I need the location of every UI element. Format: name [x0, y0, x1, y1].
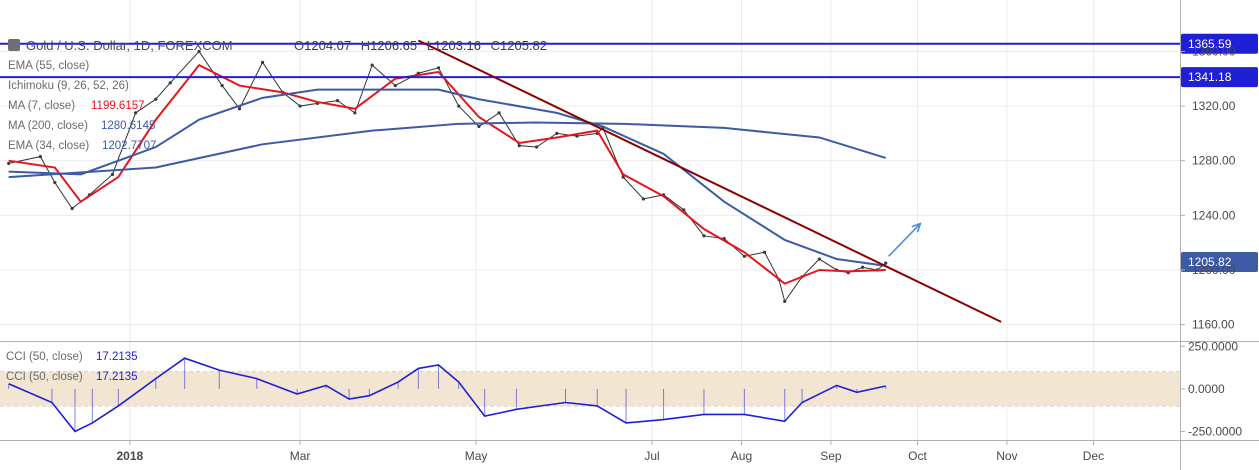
price-point — [70, 206, 74, 211]
price-point — [110, 172, 115, 176]
price-point — [817, 257, 821, 261]
legend: Gold / U.S. Dollar, 1D, FOREXCOM O1204.0… — [6, 38, 547, 383]
ma-7-close-line — [8, 63, 886, 285]
price-point — [575, 134, 579, 138]
date-tick-label: 2018 — [116, 449, 143, 463]
price-tick-label: 1320.00 — [1192, 99, 1236, 113]
price-point — [477, 124, 481, 129]
legend-cci-1-value: 17.2135 — [96, 351, 138, 363]
legend-ichimoku[interactable]: Ichimoku (9, 26, 52, 26) — [8, 80, 129, 92]
price-point — [53, 180, 57, 185]
direction-arrow-head — [911, 222, 922, 233]
legend-cci-2[interactable]: CCI (50, close) — [6, 371, 83, 383]
price-point — [197, 49, 201, 54]
price-point — [457, 104, 461, 108]
legend-ema55[interactable]: EMA (55, close) — [8, 60, 89, 72]
cci-line — [8, 357, 886, 433]
cci-tick-label: -250.0000 — [1188, 424, 1242, 438]
date-tick-label: Aug — [731, 449, 752, 463]
last-price-label: 1205.82 — [1188, 255, 1232, 269]
legend-ma200[interactable]: MA (200, close) — [8, 120, 88, 132]
date-tick-label: Nov — [996, 449, 1017, 463]
cci-tick-label: 250.0000 — [1188, 339, 1238, 353]
price-point — [370, 63, 374, 67]
price-point — [133, 111, 138, 115]
price-point — [497, 111, 501, 115]
ema-34-close-line — [8, 88, 886, 267]
price-point — [641, 197, 645, 201]
date-tick-label: Dec — [1083, 449, 1104, 463]
price-point — [436, 66, 441, 70]
price-point — [7, 161, 11, 166]
price-point — [517, 144, 521, 148]
price-point — [535, 145, 539, 149]
date-tick-label: Jul — [644, 449, 659, 463]
date-tick-label: Sep — [820, 449, 842, 463]
cci-tick-label: 0.0000 — [1188, 382, 1225, 396]
price-point — [393, 83, 397, 88]
overlay-layer: 1365.59 1341.18 1205.82 — [0, 33, 1258, 323]
price-point — [555, 131, 559, 135]
series-layer — [7, 49, 888, 433]
price-point — [298, 104, 302, 108]
legend-ma7[interactable]: MA (7, close) — [8, 100, 75, 112]
price-point — [884, 261, 888, 265]
legend-ma7-value: 1199.6157 — [91, 100, 145, 112]
horizontal-level-label-bg — [1181, 33, 1258, 54]
price-point — [168, 81, 172, 85]
price-point — [742, 254, 746, 258]
ohlc-readout: O1204.07 H1206.65 L1203.16 C1205.82 — [294, 38, 547, 53]
ma-200-close-line — [8, 121, 887, 179]
legend-cci-2-value: 17.2135 — [96, 371, 138, 383]
price-point — [861, 265, 865, 269]
price-tick-label: 1240.00 — [1192, 208, 1236, 222]
date-tick-label: Oct — [908, 449, 927, 463]
price-point — [38, 154, 42, 159]
date-tick-label: Mar — [290, 449, 311, 463]
price-point — [237, 107, 242, 111]
price-point — [783, 299, 787, 303]
price-tick-label: 1280.00 — [1192, 154, 1236, 168]
direction-arrow-shaft — [888, 222, 921, 257]
horizontal-level-label: 1341.18 — [1188, 70, 1232, 84]
legend-cci-1[interactable]: CCI (50, close) — [6, 351, 83, 363]
price-tick-label: 1200.00 — [1192, 263, 1236, 277]
legend-ema34[interactable]: EMA (34, close) — [8, 140, 89, 152]
price-point — [220, 83, 224, 88]
horizontal-level-label-bg — [1181, 67, 1258, 88]
horizontal-level-label: 1365.59 — [1188, 37, 1232, 51]
price-tick-label: 1160.00 — [1192, 318, 1235, 332]
legend-ma200-value: 1280.6145 — [101, 120, 155, 132]
cci-band — [0, 371, 1180, 406]
last-price-label-bg — [1181, 252, 1258, 273]
legend-ema34-value: 1202.7707 — [102, 140, 156, 152]
price-point — [762, 250, 767, 254]
chart-title: Gold / U.S. Dollar, 1D, FOREXCOM — [26, 38, 233, 53]
price-tick-label: 1360.00 — [1192, 44, 1236, 58]
price-point — [260, 60, 265, 64]
price-point — [353, 111, 357, 115]
collapse-icon[interactable] — [8, 39, 20, 51]
price-line — [8, 50, 887, 303]
price-point — [335, 98, 340, 103]
price-point — [154, 97, 158, 101]
trendline — [417, 39, 1002, 323]
date-tick-label: May — [465, 449, 488, 463]
price-point — [702, 234, 706, 238]
price-point — [621, 175, 625, 179]
